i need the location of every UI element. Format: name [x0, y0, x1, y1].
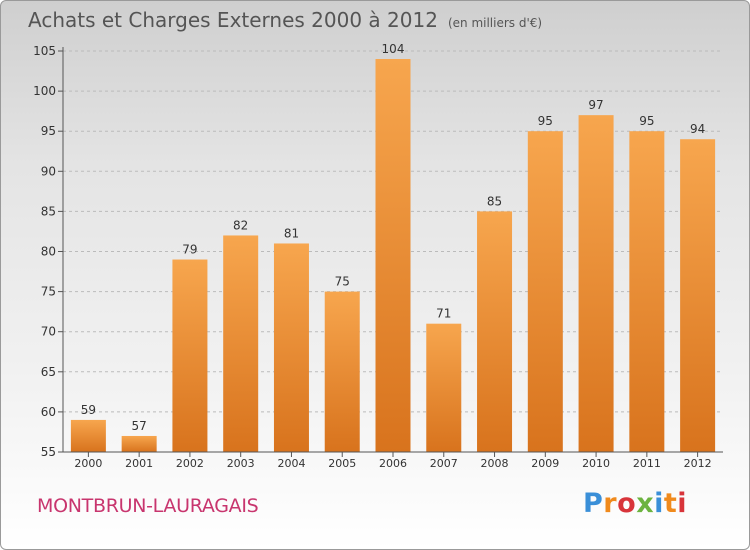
commune-name: MONTBRUN-LAURAGAIS — [37, 495, 259, 517]
y-tick-label: 100 — [33, 84, 56, 98]
bar-2004 — [273, 243, 309, 452]
x-tick-label: 2010 — [582, 457, 610, 470]
data-label: 104 — [382, 42, 405, 56]
bar-2006 — [375, 59, 411, 453]
title-text: Achats et Charges Externes 2000 à 2012 — [28, 8, 438, 32]
labels: 55 60 65 70 75 80 85 90 95 100 105 59 2000 57 2001 79 20… — [33, 42, 712, 470]
axes — [58, 47, 723, 457]
data-label: 79 — [182, 243, 197, 257]
y-tick-label: 75 — [41, 285, 56, 299]
y-tick-label: 60 — [41, 405, 56, 419]
bar-2002 — [172, 259, 208, 452]
data-label: 94 — [690, 122, 705, 136]
data-label: 95 — [538, 114, 553, 128]
bar-2003 — [223, 235, 259, 452]
x-tick-label: 2007 — [430, 457, 458, 470]
x-tick-label: 2004 — [277, 457, 305, 470]
bar-2009 — [527, 131, 563, 452]
bar-2012 — [680, 139, 716, 452]
bar-2001 — [121, 435, 157, 452]
x-tick-label: 2011 — [633, 457, 661, 470]
data-label: 95 — [639, 114, 654, 128]
y-tick-label: 105 — [33, 44, 56, 58]
bar-2011 — [629, 131, 665, 452]
x-tick-label: 2006 — [379, 457, 407, 470]
unit-label: (en milliers d'€) — [447, 16, 543, 30]
x-tick-label: 2001 — [125, 457, 153, 470]
x-tick-label: 2008 — [481, 457, 509, 470]
logo-text: Proxiti — [583, 488, 688, 519]
y-tick-label: 65 — [41, 365, 56, 379]
x-tick-label: 2012 — [684, 457, 712, 470]
data-label: 57 — [132, 419, 147, 433]
proxiti-logo[interactable]: Proxiti — [583, 488, 687, 519]
chart-title: Achats et Charges Externes 2000 à 2012 (e… — [28, 8, 542, 32]
bar-2010 — [578, 115, 614, 452]
data-label: 75 — [335, 275, 350, 289]
data-label: 82 — [233, 218, 248, 232]
data-label: 97 — [588, 98, 603, 112]
bar-2007 — [426, 323, 462, 452]
y-tick-label: 85 — [41, 204, 56, 218]
data-label: 59 — [81, 403, 96, 417]
data-label: 71 — [436, 307, 451, 321]
x-tick-label: 2000 — [74, 457, 102, 470]
bar-2005 — [324, 291, 360, 452]
data-label: 85 — [487, 194, 502, 208]
bar-2008 — [477, 211, 513, 452]
y-tick-label: 95 — [41, 124, 56, 138]
bar-2000 — [70, 419, 106, 452]
x-tick-label: 2009 — [531, 457, 559, 470]
x-tick-label: 2002 — [176, 457, 204, 470]
bars — [70, 59, 716, 453]
y-tick-label: 80 — [41, 245, 56, 259]
data-label: 81 — [284, 226, 299, 240]
x-tick-label: 2003 — [227, 457, 255, 470]
y-tick-label: 90 — [41, 164, 56, 178]
y-tick-label: 55 — [41, 445, 56, 459]
y-tick-label: 70 — [41, 325, 56, 339]
x-tick-label: 2005 — [328, 457, 356, 470]
